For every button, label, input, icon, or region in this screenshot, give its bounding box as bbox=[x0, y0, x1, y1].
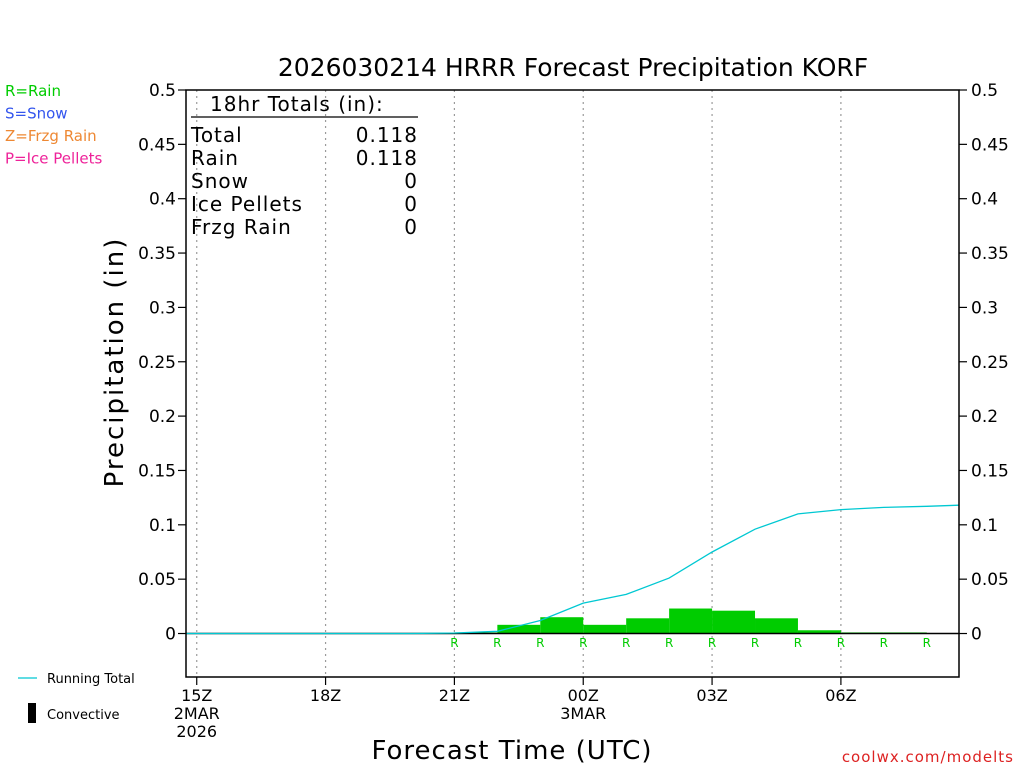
y-tick-label: 0.15 bbox=[138, 461, 176, 481]
y-tick-label-right: 0.1 bbox=[971, 516, 998, 536]
totals-row-value: 0.118 bbox=[356, 146, 418, 170]
totals-row-label: Total bbox=[190, 123, 243, 147]
x-tick-label: 3MAR bbox=[560, 704, 606, 723]
y-tick-label: 0.5 bbox=[149, 81, 176, 101]
totals-row-value: 0 bbox=[404, 192, 418, 216]
totals-header: 18hr Totals (in): bbox=[210, 92, 384, 116]
y-tick-label-right: 0.45 bbox=[971, 135, 1009, 155]
y-tick-label-right: 0.35 bbox=[971, 244, 1009, 264]
x-tick-label: 15Z bbox=[181, 686, 212, 705]
totals-row-label: Ice Pellets bbox=[191, 192, 303, 216]
x-tick-label: 06Z bbox=[825, 686, 856, 705]
ptype-marker: R bbox=[665, 636, 673, 650]
x-tick-label: 18Z bbox=[310, 686, 341, 705]
ptype-marker: R bbox=[579, 636, 587, 650]
y-tick-label-right: 0.05 bbox=[971, 570, 1009, 590]
y-tick-label: 0.25 bbox=[138, 353, 176, 373]
running-total-legend: Running Total bbox=[47, 672, 135, 687]
bottom-legend: Running Total Convective bbox=[18, 672, 135, 723]
precip-bar bbox=[626, 618, 670, 634]
ptype-legend-item: S=Snow bbox=[5, 105, 68, 123]
precip-bar bbox=[755, 618, 798, 634]
precip-bar bbox=[669, 608, 713, 634]
y-tick-label: 0.35 bbox=[138, 244, 176, 264]
y-tick-label: 0.2 bbox=[149, 407, 176, 427]
totals-row-label: Rain bbox=[191, 146, 239, 170]
ptype-marker: R bbox=[880, 636, 888, 650]
ptype-legend-item: R=Rain bbox=[5, 82, 61, 100]
ptype-legend: R=Rain S=Snow Z=Frzg Rain P=Ice Pellets bbox=[5, 82, 102, 168]
totals-row-value: 0.118 bbox=[356, 123, 418, 147]
ptype-legend-item: P=Ice Pellets bbox=[5, 150, 102, 168]
y-axis-label: Precipitation (in) bbox=[100, 237, 130, 488]
x-tick-label: 03Z bbox=[696, 686, 727, 705]
ptype-marker: R bbox=[450, 636, 458, 650]
totals-row-label: Snow bbox=[191, 169, 249, 193]
y-tick-label-right: 0.25 bbox=[971, 353, 1009, 373]
y-tick-label-right: 0 bbox=[971, 625, 982, 645]
x-tick-label: 2MAR bbox=[174, 704, 220, 723]
totals-box: 18hr Totals (in): Total 0.118 Rain 0.118 Sno… bbox=[190, 92, 418, 239]
precip-bar bbox=[712, 610, 756, 634]
grid-lines bbox=[196, 90, 842, 677]
credit-text: coolwx.com/modelts bbox=[842, 748, 1014, 766]
precip-bar bbox=[583, 624, 627, 634]
running-total-series bbox=[186, 504, 960, 635]
y-tick-label: 0.1 bbox=[149, 516, 176, 536]
y-tick-label-right: 0.2 bbox=[971, 407, 998, 427]
y-tick-label: 0.45 bbox=[138, 135, 176, 155]
y-axis-right: 0 0.05 0.1 0.15 0.2 0.25 0.3 0.35 0.4 0.45 0.5 bbox=[959, 81, 1009, 645]
y-tick-label-right: 0.15 bbox=[971, 461, 1009, 481]
ptype-marker: R bbox=[837, 636, 845, 650]
ptype-marker: R bbox=[923, 636, 931, 650]
convective-swatch bbox=[28, 703, 36, 723]
ptype-legend-item: Z=Frzg Rain bbox=[5, 127, 97, 145]
x-axis-label: Forecast Time (UTC) bbox=[371, 736, 652, 766]
y-tick-label-right: 0.4 bbox=[971, 190, 998, 210]
y-tick-label: 0.3 bbox=[149, 298, 176, 318]
totals-row-label: Frzg Rain bbox=[191, 215, 292, 239]
precip-bars bbox=[411, 608, 927, 634]
precip-bar bbox=[540, 617, 584, 634]
y-tick-label: 0 bbox=[165, 625, 176, 645]
x-tick-label: 2026 bbox=[176, 722, 217, 741]
ptype-marker: R bbox=[493, 636, 501, 650]
y-tick-label: 0.4 bbox=[149, 190, 176, 210]
plot-frame bbox=[185, 89, 960, 678]
totals-rows: Total 0.118 Rain 0.118 Snow 0 Ice Pellets 0 Frzg… bbox=[190, 123, 418, 239]
convective-legend: Convective bbox=[47, 708, 120, 723]
totals-row-value: 0 bbox=[404, 215, 418, 239]
ptype-marker: R bbox=[794, 636, 802, 650]
chart-title: 2026030214 HRRR Forecast Precipitation K… bbox=[278, 53, 868, 82]
running-total-line bbox=[186, 504, 960, 635]
ptype-marker: R bbox=[622, 636, 630, 650]
ptype-marker: R bbox=[751, 636, 759, 650]
x-tick-label: 00Z bbox=[568, 686, 599, 705]
y-tick-label-right: 0.3 bbox=[971, 298, 998, 318]
y-tick-label-right: 0.5 bbox=[971, 81, 998, 101]
ptype-marker: R bbox=[536, 636, 544, 650]
y-axis-left: 0 0.05 0.1 0.15 0.2 0.25 0.3 0.35 0.4 0.45 0.5 bbox=[138, 81, 186, 645]
x-tick-label: 21Z bbox=[439, 686, 470, 705]
precip-bar bbox=[497, 624, 541, 634]
totals-row-value: 0 bbox=[404, 169, 418, 193]
precip-bar bbox=[797, 630, 841, 634]
y-tick-label: 0.05 bbox=[138, 570, 176, 590]
ptype-marker: R bbox=[708, 636, 716, 650]
